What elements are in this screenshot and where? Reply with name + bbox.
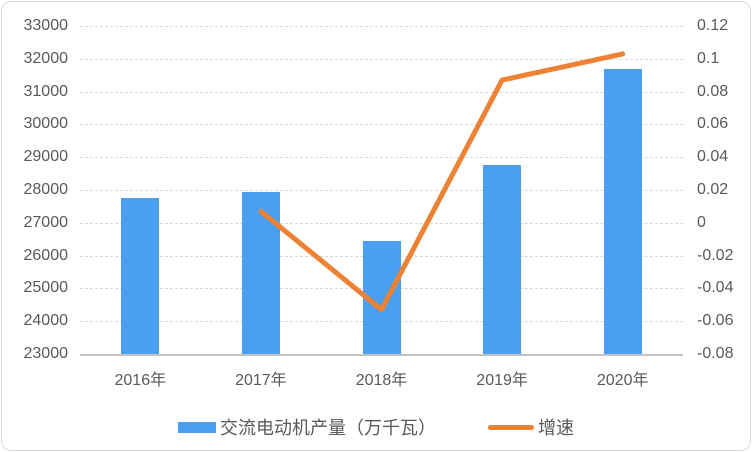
left-axis-tick-label: 25000 bbox=[23, 279, 69, 297]
legend-label-production: 交流电动机产量（万千瓦） bbox=[220, 418, 436, 438]
right-axis-tick-label: 0 bbox=[697, 213, 706, 231]
bar-2016年 bbox=[121, 198, 160, 354]
x-axis-label-2018年: 2018年 bbox=[355, 372, 408, 389]
legend: 交流电动机产量（万千瓦） 增速 bbox=[2, 410, 750, 444]
right-axis-tick-label: -0.06 bbox=[697, 312, 734, 330]
gridline bbox=[80, 124, 683, 126]
left-axis-tick-label: 24000 bbox=[23, 312, 69, 330]
bar-2020年 bbox=[603, 68, 642, 354]
y-axis-right: 0.12 0.1 0.08 0.06 0.04 0.02 0 -0.02 -0.04 -0.06 -… bbox=[697, 2, 747, 450]
gridline bbox=[80, 91, 683, 93]
right-axis-tick-label: 0.1 bbox=[697, 49, 720, 67]
legend-swatch-growth-icon bbox=[488, 424, 534, 430]
x-axis-label-2017年: 2017年 bbox=[235, 372, 287, 389]
left-axis-tick-label: 30000 bbox=[23, 115, 69, 133]
right-axis-tick-label: 0.06 bbox=[697, 115, 729, 133]
left-axis-tick-label: 32000 bbox=[23, 49, 69, 67]
legend-item-production: 交流电动机产量（万千瓦） bbox=[178, 414, 436, 440]
left-axis-tick-label: 33000 bbox=[23, 17, 69, 34]
legend-item-growth: 增速 bbox=[488, 414, 574, 440]
left-axis-tick-label: 23000 bbox=[23, 345, 69, 362]
gridline bbox=[80, 26, 683, 27]
left-axis-tick-label: 31000 bbox=[23, 82, 69, 100]
legend-label-growth: 增速 bbox=[538, 418, 574, 438]
left-axis-tick-label: 29000 bbox=[23, 148, 69, 166]
right-axis-tick-label: 0.12 bbox=[697, 17, 729, 34]
right-axis-tick-label: -0.08 bbox=[697, 345, 734, 362]
legend-swatch-production-icon bbox=[178, 421, 216, 433]
growth-line-layer bbox=[258, 51, 626, 313]
plot-area bbox=[80, 26, 683, 356]
x-axis-label-2020年: 2020年 bbox=[596, 372, 649, 389]
x-axis-label-2016年: 2016年 bbox=[114, 372, 167, 389]
gridline bbox=[80, 190, 683, 191]
right-axis-tick-label: -0.02 bbox=[697, 246, 734, 264]
x-axis-label-2019年: 2019年 bbox=[476, 372, 528, 389]
right-axis-tick-label: 0.04 bbox=[697, 148, 729, 166]
gridline bbox=[80, 157, 683, 159]
right-axis-tick-label: -0.04 bbox=[697, 279, 734, 297]
right-axis-tick-label: 0.02 bbox=[697, 181, 729, 198]
bar-2019年 bbox=[483, 165, 522, 354]
growth-line bbox=[258, 51, 626, 313]
x-axis: 2016年 2017年 2018年 2019年 2020年 bbox=[80, 364, 683, 389]
left-axis-tick-label: 26000 bbox=[23, 246, 69, 264]
right-axis-tick-label: 0.08 bbox=[697, 82, 729, 100]
left-axis-tick-label: 28000 bbox=[23, 181, 69, 198]
x-axis-line bbox=[80, 354, 683, 356]
gridline bbox=[80, 222, 683, 224]
left-axis-tick-label: 27000 bbox=[23, 213, 69, 231]
gridline bbox=[80, 58, 683, 60]
y-axis-left: 33000 32000 31000 30000 29000 28000 27000 26000… bbox=[12, 2, 69, 450]
